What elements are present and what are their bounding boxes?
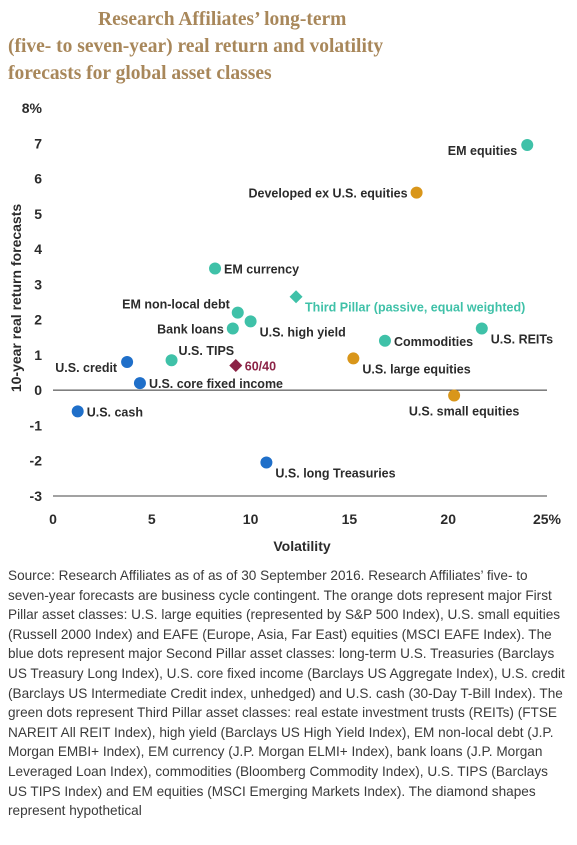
point-label: Developed ex U.S. equities xyxy=(248,187,407,201)
point-label: U.S. credit xyxy=(55,361,118,375)
chart-tick-labels: -3 -2 -1 0 1 2 3 4 5 6 7 8% 0 5 10 15 20 25% xyxy=(22,100,562,527)
point-label: EM equities xyxy=(448,144,518,158)
point-label: U.S. REITs xyxy=(491,332,553,346)
point-label: U.S. small equities xyxy=(409,404,520,418)
data-point xyxy=(260,456,273,469)
x-tick-label: 0 xyxy=(49,511,57,527)
point-label: U.S. long Treasuries xyxy=(275,466,395,480)
point-label: U.S. cash xyxy=(87,405,143,419)
data-point-diamond xyxy=(289,290,303,304)
data-point xyxy=(121,355,134,368)
y-tick-label: -2 xyxy=(30,453,43,469)
y-tick-label: 2 xyxy=(34,312,42,328)
data-point xyxy=(209,262,222,275)
y-tick-label: 5 xyxy=(34,206,42,222)
title-line-2: (five- to seven-year) real return and vo… xyxy=(8,36,384,57)
point-label: EM non-local debt xyxy=(122,298,230,312)
x-tick-label: 15 xyxy=(342,511,358,527)
source-note: Source: Research Affiliates as of as of … xyxy=(8,568,565,819)
data-point xyxy=(244,315,257,328)
point-label: EM currency xyxy=(224,262,299,276)
data-point xyxy=(226,322,239,335)
data-point-diamond xyxy=(229,358,243,372)
data-point xyxy=(165,354,178,367)
y-tick-label: 7 xyxy=(34,135,42,151)
chart-marks xyxy=(71,139,534,469)
point-label: U.S. TIPS xyxy=(179,344,235,358)
data-point xyxy=(475,322,488,335)
title-line-3: forecasts for global asset classes xyxy=(8,63,272,84)
x-tick-label: 20 xyxy=(440,511,456,527)
point-label: Commodities xyxy=(394,335,473,349)
data-point xyxy=(133,377,146,390)
x-tick-label: 25% xyxy=(533,511,562,527)
chart-point-labels: EM equities Developed ex U.S. equities EM … xyxy=(55,144,553,480)
y-tick-label: 8% xyxy=(22,100,43,116)
point-label: U.S. high yield xyxy=(260,325,346,339)
x-axis-label: Volatility xyxy=(273,538,331,554)
data-point xyxy=(378,334,391,347)
chart-title: Research Affiliates’ long-term (five- to… xyxy=(0,6,577,87)
y-tick-label: 6 xyxy=(34,171,42,187)
x-tick-label: 5 xyxy=(148,511,156,527)
point-label: Third Pillar (passive, equal weighted) xyxy=(305,301,525,315)
point-label: U.S. large equities xyxy=(362,362,470,376)
y-axis-label: 10-year real return forecasts xyxy=(8,204,24,393)
y-tick-label: 4 xyxy=(34,241,42,257)
data-point xyxy=(71,405,84,418)
point-label: 60/40 xyxy=(245,359,276,373)
data-point xyxy=(521,139,534,152)
y-tick-label: 3 xyxy=(34,276,42,292)
scatter-chart: -3 -2 -1 0 1 2 3 4 5 6 7 8% 0 5 10 15 20 25% EM equities D… xyxy=(8,100,562,554)
y-tick-label: -1 xyxy=(30,417,43,433)
y-tick-label: 0 xyxy=(34,382,42,398)
point-label: U.S. core fixed income xyxy=(149,377,283,391)
chart-axes xyxy=(53,389,547,497)
data-point xyxy=(448,389,461,402)
data-point xyxy=(410,186,423,199)
title-line-1: Research Affiliates’ long-term xyxy=(98,9,347,30)
point-label: Bank loans xyxy=(157,322,224,336)
y-tick-label: -3 xyxy=(30,488,43,504)
data-point xyxy=(347,352,360,365)
x-tick-label: 10 xyxy=(243,511,259,527)
y-tick-label: 1 xyxy=(34,347,42,363)
data-point xyxy=(231,306,244,319)
